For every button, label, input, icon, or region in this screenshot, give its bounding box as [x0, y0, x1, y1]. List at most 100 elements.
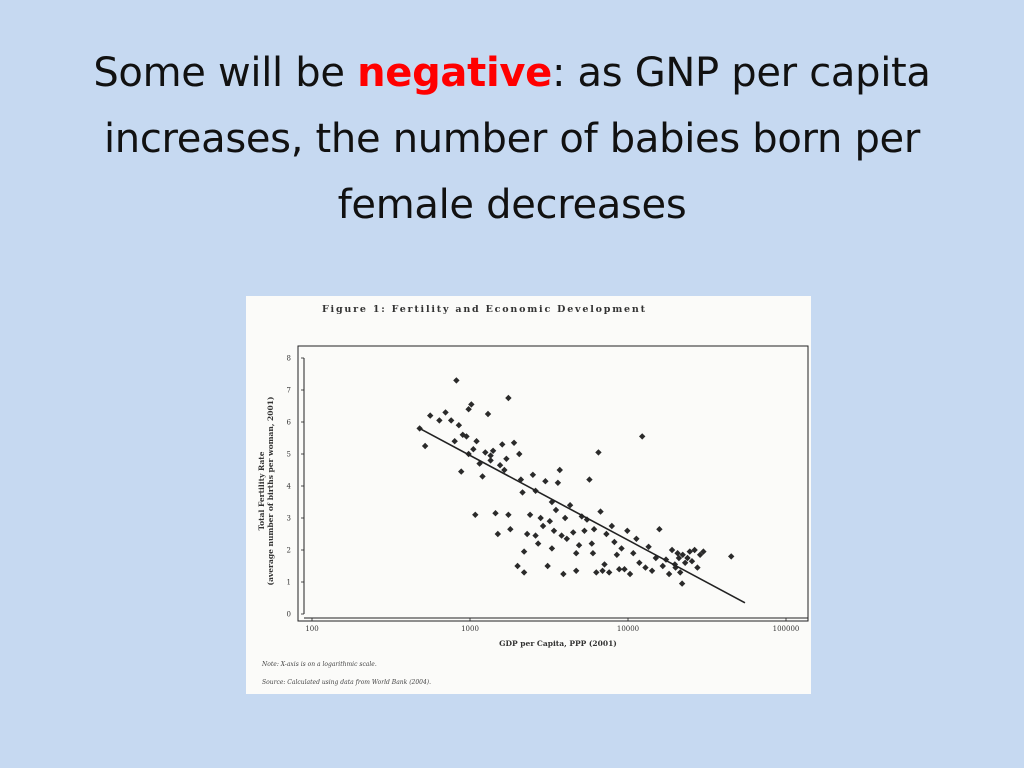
- data-point: [668, 546, 676, 554]
- slide-title: Some will be negative: as GNP per capita…: [40, 40, 984, 238]
- data-point: [455, 422, 463, 429]
- title-part-1: Some will be: [93, 50, 358, 96]
- data-point: [548, 545, 556, 552]
- y-tick-label: 3: [287, 515, 291, 523]
- data-point: [534, 540, 542, 547]
- data-point: [516, 450, 523, 458]
- data-point: [674, 550, 681, 557]
- data-point: [552, 506, 560, 514]
- data-point: [586, 476, 593, 483]
- data-point: [659, 562, 666, 570]
- data-point: [463, 433, 470, 440]
- data-point: [479, 473, 486, 480]
- data-point: [613, 551, 621, 558]
- y-tick-label: 8: [287, 355, 291, 363]
- data-point: [696, 551, 704, 558]
- title-part-2: : as GNP per capita increases, the numbe…: [103, 50, 931, 228]
- data-point: [642, 564, 649, 571]
- data-point: [558, 532, 565, 539]
- data-point: [566, 502, 574, 509]
- x-tick-labels: 100 1000 10000 100000: [305, 618, 799, 633]
- data-point: [447, 417, 455, 424]
- data-point: [492, 510, 499, 517]
- data-point: [648, 567, 656, 574]
- data-point: [572, 550, 580, 557]
- data-point: [436, 417, 443, 424]
- data-point: [523, 530, 531, 538]
- data-point: [427, 412, 434, 419]
- data-point: [678, 580, 686, 587]
- data-point: [465, 406, 472, 413]
- data-point: [484, 410, 492, 418]
- data-point: [544, 562, 551, 570]
- data-point: [520, 569, 528, 576]
- data-point: [458, 468, 465, 475]
- data-point: [532, 532, 539, 539]
- data-point: [489, 447, 497, 454]
- data-point: [519, 489, 526, 496]
- data-point: [514, 562, 521, 570]
- data-point: [529, 471, 537, 478]
- title-highlight: negative: [357, 50, 552, 96]
- data-point: [537, 514, 544, 522]
- data-point: [599, 567, 606, 574]
- figure-image: Figure 1: Fertility and Economic Develop…: [246, 296, 811, 694]
- data-point: [589, 550, 597, 557]
- data-point: [593, 569, 600, 576]
- data-point: [505, 511, 512, 518]
- data-point: [473, 438, 480, 445]
- data-point: [652, 554, 660, 562]
- data-point: [472, 511, 479, 518]
- data-point: [694, 564, 701, 571]
- data-point: [482, 449, 489, 456]
- data-point: [572, 567, 580, 574]
- data-point: [618, 545, 625, 552]
- data-point: [639, 433, 646, 440]
- data-point: [588, 540, 595, 547]
- data-point: [554, 479, 562, 486]
- data-point: [499, 441, 506, 448]
- data-point: [505, 394, 512, 402]
- data-point: [503, 455, 510, 462]
- data-point: [630, 550, 637, 557]
- figure-note: Note: X-axis is on a logarithmic scale.: [261, 661, 377, 668]
- data-point: [556, 466, 563, 474]
- data-point: [728, 553, 735, 560]
- data-point: [501, 466, 508, 474]
- data-point: [603, 530, 610, 538]
- data-point: [611, 538, 618, 546]
- data-point: [539, 522, 547, 530]
- y-tick-label: 4: [287, 483, 292, 491]
- x-tick-label: 100: [305, 625, 318, 633]
- data-point: [561, 514, 569, 522]
- data-point: [608, 522, 616, 530]
- y-axis-label-2: (average number of births per woman, 200…: [266, 397, 275, 586]
- data-point: [520, 548, 528, 555]
- data-point: [542, 478, 549, 485]
- chart-title: Figure 1: Fertility and Economic Develop…: [322, 304, 647, 315]
- data-point: [487, 452, 494, 459]
- data-points: [416, 377, 735, 587]
- x-tick-label: 100000: [773, 625, 800, 633]
- data-point: [581, 527, 588, 534]
- scatter-chart: Figure 1: Fertility and Economic Develop…: [257, 304, 809, 686]
- y-tick-labels: 0 1 2 3 4 5 6 7 8: [287, 355, 304, 619]
- y-axis-label: Total Fertility Rate: [257, 451, 266, 530]
- data-point: [453, 377, 460, 384]
- data-point: [605, 569, 613, 576]
- data-point: [684, 554, 691, 562]
- y-tick-label: 2: [287, 547, 291, 555]
- data-point: [691, 546, 698, 554]
- data-point: [468, 401, 475, 408]
- data-point: [563, 535, 571, 542]
- data-point: [656, 526, 663, 533]
- data-point: [595, 449, 602, 456]
- data-point: [590, 526, 598, 533]
- data-point: [421, 442, 429, 450]
- data-point: [626, 570, 634, 578]
- data-point: [451, 438, 458, 445]
- data-point: [560, 570, 567, 578]
- x-tick-label: 1000: [461, 625, 479, 633]
- data-point: [510, 439, 518, 446]
- data-point: [459, 431, 466, 438]
